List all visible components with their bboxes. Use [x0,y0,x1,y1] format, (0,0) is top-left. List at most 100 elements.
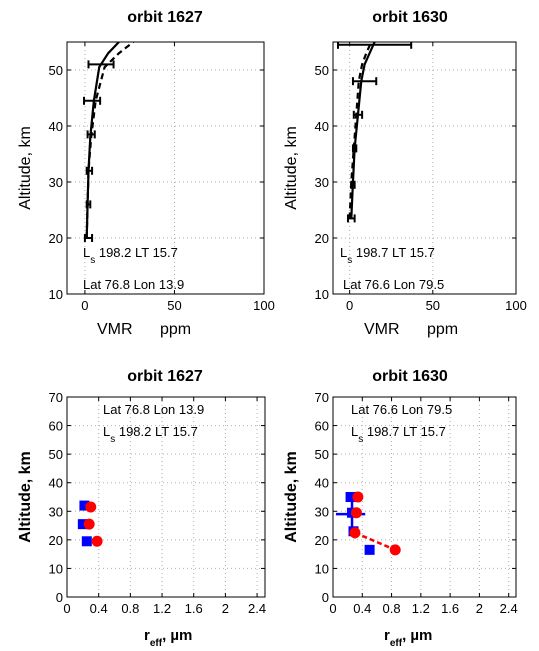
data-point-circle [85,501,97,513]
x-tick-label: 50 [426,298,440,313]
x-axis-label: reff, µm [384,627,432,649]
plot-frame [332,41,517,295]
chart-panel-3: 0 0.4 0.8 1.2 1.6 2 2.4 0 10 20 30 40 50 60 70 orbit 16… [17,368,266,649]
annotation-ls-subscript: s [347,255,352,266]
data-point-square [81,536,92,547]
y-tick-label: 10 [315,561,329,576]
x-tick-label: 0 [81,298,88,313]
y-tick-label: 20 [315,533,329,548]
x-tick-label: 2 [476,601,483,616]
data-point-square [364,544,375,555]
x-axis-label: VMR [97,321,133,338]
x-axis-unit: ppm [427,321,458,338]
x-tick-label: 100 [505,298,527,313]
x-tick-label: 1.2 [153,601,171,616]
data-layer [77,500,103,547]
chart-title: orbit 1627 [127,368,203,385]
y-axis-label: Altitude, km [17,126,34,210]
y-tick-label: 10 [49,287,63,302]
data-point-circle [389,544,401,556]
x-axis-label-unit: , µm [162,627,192,644]
y-tick-label: 70 [49,390,63,405]
series-line-solid [85,42,120,239]
x-tick-label: 2.4 [248,601,266,616]
x-tick-label: 1.2 [412,601,430,616]
annotation-ls-letter: L [351,424,358,439]
x-tick-label: 0.4 [353,601,371,616]
chart-panel-1: 0 50 100 10 20 30 40 50 orbit 1627 Altitude, km VM… [17,9,275,338]
y-tick-label: 10 [315,287,329,302]
y-tick-label: 30 [315,175,329,190]
chart-panel-2: 0 50 100 10 20 30 40 50 orbit 1630 Altitude, km VM… [283,9,527,338]
y-tick-label: 30 [49,175,63,190]
plot-frame [66,396,266,598]
annotation-ls: Ls 198.7 LT 15.7 [340,245,435,266]
chart-title: orbit 1627 [127,9,203,26]
x-tick-label: 2.4 [500,601,518,616]
annotation-ls-subscript: s [90,255,95,266]
chart-title: orbit 1630 [372,9,448,26]
x-tick-label: 100 [253,298,275,313]
data-point-circle [83,518,95,530]
y-tick-label: 30 [49,504,63,519]
y-tick-label: 20 [49,533,63,548]
x-tick-label: 0 [329,601,336,616]
annotation-latlon: Lat 76.6 Lon 79.5 [351,402,452,417]
y-tick-label: 30 [315,504,329,519]
y-tick-label: 0 [56,590,63,605]
x-tick-label: 0.4 [90,601,108,616]
y-tick-label: 50 [49,63,63,78]
annotation-latlon: Lat 76.8 Lon 13.9 [103,402,204,417]
y-axis-label: Altitude, km [17,451,34,543]
y-tick-label: 50 [315,63,329,78]
data-point-square [345,492,356,502]
dashed-fit-line [354,531,396,552]
y-axis-label: Altitude, km [283,451,300,543]
annotation-ls-subscript: s [110,434,115,445]
x-axis-label-subscript: eff [390,638,403,649]
annotation-ls-letter: L [83,245,90,260]
x-axis-unit: ppm [160,321,191,338]
annotation-latlon: Lat 76.6 Lon 79.5 [343,277,444,292]
x-axis-label-subscript: eff [150,638,163,649]
annotation-ls-letter: L [103,424,110,439]
data-point-circle [349,527,361,539]
data-point-circle [91,535,103,547]
y-tick-label: 70 [315,390,329,405]
annotation-ls-subscript: s [358,434,363,445]
y-tick-label: 50 [315,447,329,462]
chart-panel-4: 0 0.4 0.8 1.2 1.6 2 2.4 0 10 20 30 40 50 60 70 orbit 16… [283,368,518,649]
x-axis-label-main: r [384,627,390,644]
annotation-ls-values: 198.2 LT 15.7 [95,245,178,260]
y-tick-label: 10 [49,561,63,576]
data-point-circle [352,491,364,503]
annotation-ls-values: 198.7 LT 15.7 [363,424,446,439]
y-tick-label: 60 [315,419,329,434]
series-line-solid [350,42,376,219]
y-tick-label: 20 [315,231,329,246]
x-tick-label: 0 [346,298,353,313]
annotation-ls-values: 198.2 LT 15.7 [115,424,198,439]
y-tick-label: 20 [49,231,63,246]
y-tick-label: 40 [49,476,63,491]
annotation-ls: Ls 198.2 LT 15.7 [103,424,198,445]
x-tick-label: 1.6 [185,601,203,616]
data-point-square [77,519,88,530]
plot-frame [332,396,517,598]
y-tick-label: 40 [315,119,329,134]
annotation-ls: Ls 198.2 LT 15.7 [83,245,178,266]
x-axis-label-main: r [144,627,150,644]
annotation-latlon: Lat 76.8 Lon 13.9 [83,277,184,292]
annotation-ls-letter: L [340,245,347,260]
annotation-ls-values: 198.7 LT 15.7 [352,245,435,260]
x-tick-label: 50 [167,298,181,313]
x-tick-label: 1.6 [441,601,459,616]
x-tick-label: 0 [63,601,70,616]
x-axis-label: VMR [364,321,400,338]
x-tick-label: 2 [222,601,229,616]
x-tick-label: 0.8 [383,601,401,616]
y-tick-label: 60 [49,419,63,434]
y-tick-label: 40 [315,476,329,491]
